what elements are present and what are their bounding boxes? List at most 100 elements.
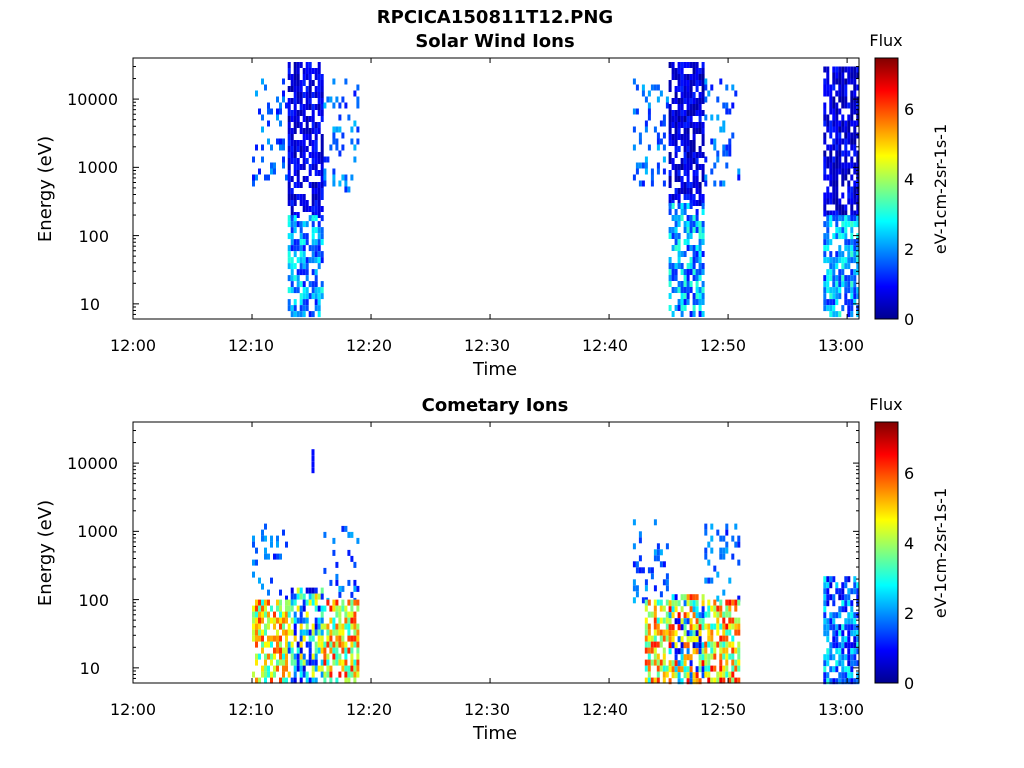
heatmap-cell <box>279 120 282 127</box>
heatmap-cell <box>332 659 336 666</box>
heatmap-cell <box>665 573 669 580</box>
heatmap-cell <box>320 86 324 92</box>
heatmap-cell <box>835 630 839 637</box>
heatmap-cell <box>338 102 342 109</box>
heatmap-cell <box>835 251 839 258</box>
heatmap-cell <box>853 293 857 300</box>
heatmap-cell <box>347 647 351 654</box>
heatmap-cell <box>317 305 321 312</box>
heatmap-cell <box>847 245 851 252</box>
heatmap-cell <box>314 299 318 306</box>
heatmap-cell <box>350 611 354 618</box>
heatmap-cell <box>680 68 684 74</box>
heatmap-cell <box>689 672 693 679</box>
heatmap-cell <box>850 654 854 661</box>
heatmap-cell <box>344 611 348 618</box>
heatmap-cell <box>850 108 854 115</box>
heatmap-cell <box>338 617 342 624</box>
heatmap-cell <box>722 120 726 127</box>
heatmap-cell <box>686 293 690 299</box>
heatmap-cell <box>302 263 306 270</box>
heatmap-cell <box>329 647 333 654</box>
heatmap-cell <box>826 245 830 252</box>
heatmap-cell <box>302 140 306 146</box>
heatmap-cell <box>335 653 339 660</box>
heatmap-cell <box>270 677 273 684</box>
heatmap-cell <box>296 269 300 276</box>
heatmap-cell <box>293 62 297 68</box>
heatmap-cell <box>276 108 279 115</box>
heatmap-cell <box>258 599 261 606</box>
heatmap-cell <box>734 90 738 97</box>
heatmap-cell <box>835 186 839 193</box>
heatmap-cell <box>856 192 860 199</box>
heatmap-cell <box>320 188 324 194</box>
heatmap-cell <box>710 577 714 584</box>
heatmap-cell <box>647 114 651 121</box>
heatmap-cell <box>701 152 705 158</box>
heatmap-cell <box>308 311 312 318</box>
heatmap-cell <box>308 653 312 660</box>
heatmap-cell <box>668 86 672 92</box>
heatmap-cell <box>644 156 648 163</box>
heatmap-cell <box>270 641 273 648</box>
heatmap-cell <box>725 541 729 548</box>
heatmap-cell <box>701 176 705 182</box>
heatmap-cell <box>296 158 300 164</box>
heatmap-cell <box>344 677 348 684</box>
heatmap-cell <box>314 86 318 92</box>
heatmap-cell <box>353 611 357 618</box>
heatmap-cell <box>698 188 702 194</box>
heatmap-cell <box>689 660 693 667</box>
heatmap-cell <box>692 134 696 140</box>
heatmap-cell <box>823 672 827 679</box>
heatmap-cell <box>671 311 675 317</box>
heatmap-cell <box>305 221 309 228</box>
heatmap-cell <box>308 140 312 146</box>
heatmap-cell <box>296 194 300 200</box>
heatmap-cell <box>350 647 354 654</box>
heatmap-cell <box>320 164 324 170</box>
heatmap-cell <box>686 678 690 685</box>
heatmap-cell <box>665 543 669 550</box>
heatmap-cell <box>689 624 693 631</box>
heatmap-cell <box>317 74 321 80</box>
heatmap-cell <box>826 287 830 294</box>
heatmap-cell <box>290 647 294 654</box>
heatmap-cell <box>293 200 297 206</box>
heatmap-cell <box>677 110 681 116</box>
heatmap-cell <box>683 146 687 152</box>
heatmap-cell <box>320 158 324 164</box>
heatmap-cell <box>356 126 360 133</box>
heatmap-cell <box>282 78 285 85</box>
heatmap-cell <box>267 589 270 596</box>
heatmap-cell <box>647 567 651 574</box>
heatmap-cell <box>686 215 690 221</box>
heatmap-cell <box>847 198 851 205</box>
heatmap-cell <box>279 677 282 684</box>
heatmap-cell <box>264 623 267 630</box>
heatmap-cell <box>299 239 303 246</box>
heatmap-cell <box>320 176 324 182</box>
heatmap-cell <box>641 90 645 97</box>
heatmap-cell <box>850 600 854 607</box>
heatmap-cell <box>695 122 699 128</box>
heatmap-cell <box>647 623 651 630</box>
heatmap-cell <box>353 156 357 163</box>
heatmap-cell <box>695 110 699 116</box>
heatmap-cell <box>701 660 705 667</box>
heatmap-cell <box>698 293 702 299</box>
heatmap-cell <box>826 66 830 73</box>
heatmap-cell <box>302 617 306 624</box>
heatmap-cell <box>317 629 321 636</box>
heatmap-cell <box>302 599 306 606</box>
heatmap-cell <box>314 287 318 294</box>
heatmap-cell <box>267 617 270 624</box>
heatmap-cell <box>659 561 663 568</box>
heatmap-cell <box>314 605 318 612</box>
heatmap-cell <box>293 92 297 98</box>
heatmap-cell <box>829 132 833 139</box>
heatmap-cell <box>305 293 309 300</box>
heatmap-cell <box>826 174 830 181</box>
heatmap-cell <box>838 210 842 217</box>
